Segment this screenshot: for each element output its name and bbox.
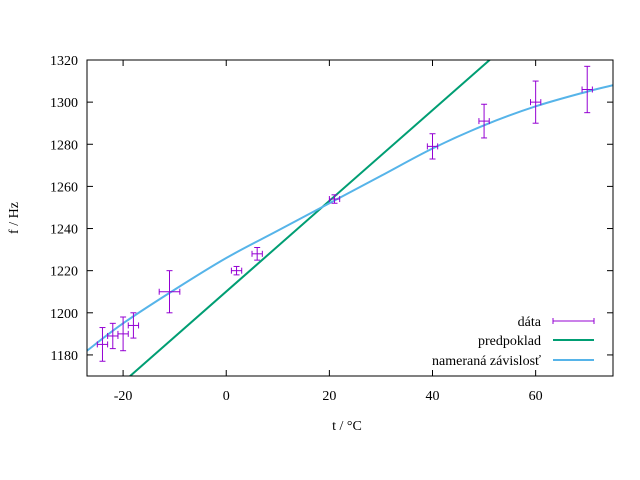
x-tick-label: -20: [114, 389, 133, 404]
y-tick-label: 1240: [50, 223, 78, 238]
data-point-errorbar: [478, 103, 490, 139]
data-point-errorbar: [127, 312, 140, 339]
plot-area: [87, 60, 613, 376]
x-tick-label: 40: [426, 389, 440, 404]
legend-label: dáta: [518, 315, 542, 330]
axis-ticks: -20 0 20 40 60 1180 1200 1220 1240 1260 1280 1300 13…: [50, 54, 613, 404]
x-axis-label: t / °C: [332, 419, 362, 434]
legend: dáta predpoklad nameraná závislosť: [432, 315, 595, 369]
y-tick-label: 1260: [50, 180, 78, 195]
y-tick-label: 1220: [50, 265, 78, 280]
data-point-errorbar: [328, 194, 341, 204]
x-tick-label: 20: [322, 389, 336, 404]
x-tick-label: 0: [223, 389, 230, 404]
predpoklad-line: [128, 60, 492, 376]
data-point-errorbar: [251, 246, 263, 261]
data-point-errorbar: [158, 270, 181, 314]
y-tick-label: 1320: [50, 54, 78, 69]
plot-frame: [86, 59, 614, 377]
plot-series: [87, 60, 613, 376]
data-point-errorbar: [426, 133, 439, 160]
x-tick-label: 60: [529, 389, 543, 404]
legend-label: predpoklad: [478, 334, 541, 349]
y-tick-label: 1280: [50, 138, 78, 153]
legend-label: nameraná závislosť: [432, 354, 541, 369]
data-point-errorbar: [117, 316, 129, 352]
y-tick-label: 1200: [50, 307, 78, 322]
y-tick-label: 1180: [51, 349, 78, 364]
data-point-errorbar: [529, 80, 542, 124]
y-tick-label: 1300: [50, 96, 78, 111]
nameranа-zavislost-curve: [87, 84, 613, 352]
data-point-errorbar: [581, 65, 593, 114]
data-point-errorbar: [230, 265, 243, 276]
y-axis-label: f / Hz: [7, 202, 22, 234]
data-point-errorbar: [96, 327, 109, 362]
